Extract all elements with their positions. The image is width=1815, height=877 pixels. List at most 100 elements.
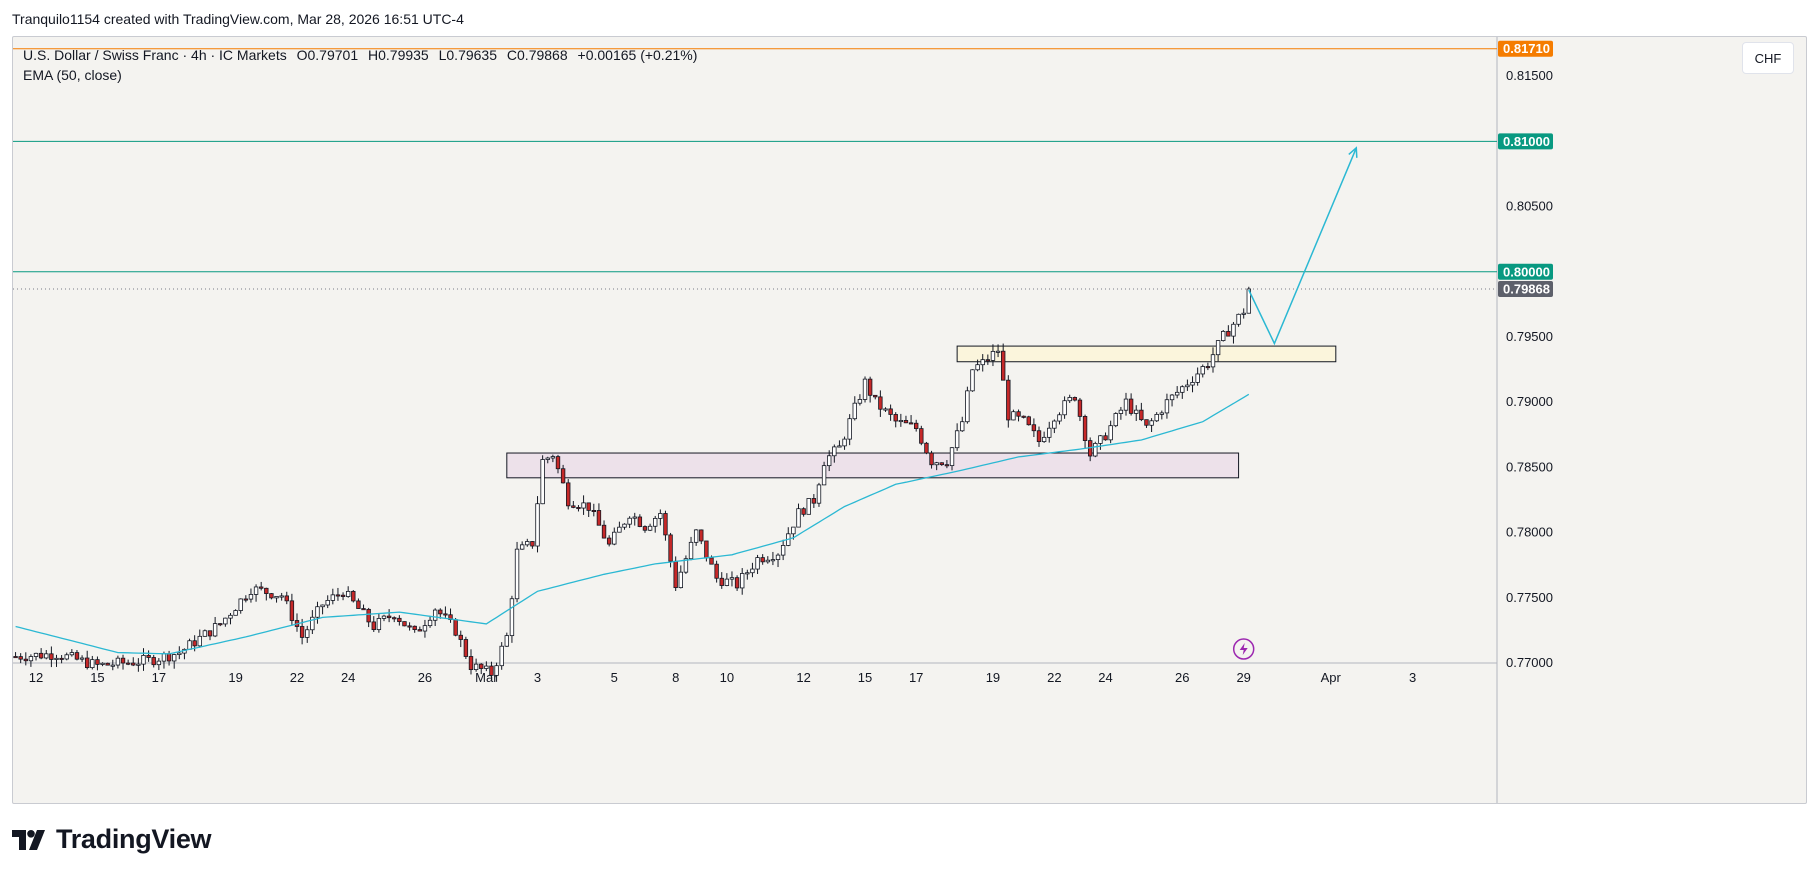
candle-body xyxy=(299,626,305,638)
candle-120 xyxy=(627,516,632,529)
candle-42 xyxy=(228,612,233,625)
symbol-title[interactable]: U.S. Dollar / Swiss Franc · 4h · IC Mark… xyxy=(23,47,287,63)
candle-body xyxy=(1016,411,1021,417)
candle-204 xyxy=(1057,412,1062,425)
price-tick-label: 0.78500 xyxy=(1506,459,1553,474)
candle-body xyxy=(627,517,632,525)
candle-body xyxy=(397,617,402,622)
candle-169 xyxy=(878,390,883,417)
candle-43 xyxy=(233,609,238,616)
candle-body xyxy=(310,616,315,631)
candle-94 xyxy=(494,662,499,682)
candle-body xyxy=(274,595,279,599)
candle-body xyxy=(535,503,540,547)
time-tick-label: 15 xyxy=(858,670,872,685)
candle-body xyxy=(1174,391,1180,396)
currency-button[interactable]: CHF xyxy=(1742,42,1794,74)
candle-body xyxy=(919,428,924,444)
time-tick-label: 3 xyxy=(1409,670,1416,685)
candle-173 xyxy=(898,413,904,427)
candle-body xyxy=(351,590,356,602)
candle-body xyxy=(484,665,489,669)
tradingview-wordmark: TradingView xyxy=(56,824,212,854)
candle-body xyxy=(637,516,643,527)
candle-107 xyxy=(560,464,566,484)
candle-body xyxy=(212,623,218,637)
candle-87 xyxy=(458,630,463,648)
candle-114 xyxy=(596,503,602,526)
candle-body xyxy=(622,523,627,528)
candle-221 xyxy=(1144,419,1149,428)
candle-183 xyxy=(949,447,955,471)
candle-28 xyxy=(156,658,162,671)
candle-body xyxy=(601,524,607,539)
last-price-tag: 0.79868 xyxy=(1498,280,1553,297)
candle-body xyxy=(827,455,832,467)
candle-body xyxy=(463,639,469,657)
chart-frame[interactable]: 0.81500 0.81000 0.80500 0.80000 0.79500 0.790… xyxy=(12,36,1807,804)
candle-105 xyxy=(550,454,556,463)
candle-body xyxy=(888,408,893,415)
last-price-tag-label: 0.79868 xyxy=(1503,281,1550,296)
candle-212 xyxy=(1098,435,1103,450)
ema-line xyxy=(15,393,1250,655)
candle-body xyxy=(709,557,714,565)
candle-body xyxy=(990,350,996,361)
time-tick-label: 19 xyxy=(986,670,1000,685)
candle-14 xyxy=(85,650,90,670)
candle-body xyxy=(612,531,617,545)
candle-body xyxy=(862,378,868,400)
candle-197 xyxy=(1021,415,1026,419)
candle-body xyxy=(238,598,243,611)
tradingview-brand: TradingView xyxy=(12,824,212,855)
candle-body xyxy=(258,586,264,589)
candle-116 xyxy=(606,535,612,547)
candle-157 xyxy=(816,482,822,507)
candle-180 xyxy=(934,461,939,471)
candle-224 xyxy=(1159,410,1165,420)
candle-154 xyxy=(801,507,806,517)
candle-body xyxy=(146,655,151,658)
candle-202 xyxy=(1047,421,1052,443)
candle-208 xyxy=(1077,397,1083,422)
candle-body xyxy=(550,456,556,459)
ohlc-open: O0.79701 xyxy=(296,47,359,63)
candle-101 xyxy=(530,541,535,549)
candle-181 xyxy=(939,462,944,466)
candle-body xyxy=(1236,313,1241,325)
price-chart[interactable]: 0.81500 0.81000 0.80500 0.80000 0.79500 0.790… xyxy=(13,37,1806,803)
candle-body xyxy=(530,541,535,547)
candle-17 xyxy=(100,662,105,667)
candle-53 xyxy=(284,591,289,605)
candle-174 xyxy=(903,415,909,424)
candle-61 xyxy=(325,595,330,609)
candle-body xyxy=(678,571,683,589)
candle-209 xyxy=(1082,414,1088,448)
level-tag-2-label: 0.80000 xyxy=(1503,264,1550,279)
candle-104 xyxy=(545,456,550,464)
ema-indicator-label[interactable]: EMA (50, close) xyxy=(23,67,122,83)
candle-body xyxy=(832,446,837,457)
candle-229 xyxy=(1185,379,1190,391)
candle-body xyxy=(381,615,387,619)
lightning-event-icon xyxy=(1232,638,1255,660)
candle-body xyxy=(571,505,576,508)
candle-body xyxy=(453,619,458,636)
candle-body xyxy=(673,560,678,589)
candle-body xyxy=(279,595,284,598)
candle-body xyxy=(545,457,550,460)
candle-143 xyxy=(745,569,750,580)
candle-207 xyxy=(1072,396,1078,402)
candle-223 xyxy=(1154,412,1159,423)
candle-body xyxy=(867,378,873,396)
candle-57 xyxy=(305,625,310,643)
candle-body xyxy=(376,618,382,631)
candle-118 xyxy=(617,521,622,533)
candle-148 xyxy=(770,551,776,566)
time-tick-label: Apr xyxy=(1321,670,1342,685)
level-tag-0: 0.81710 xyxy=(1498,40,1553,57)
candle-body xyxy=(228,614,233,619)
candle-3 xyxy=(28,654,34,667)
candle-179 xyxy=(929,450,934,469)
candle-body xyxy=(412,625,417,631)
